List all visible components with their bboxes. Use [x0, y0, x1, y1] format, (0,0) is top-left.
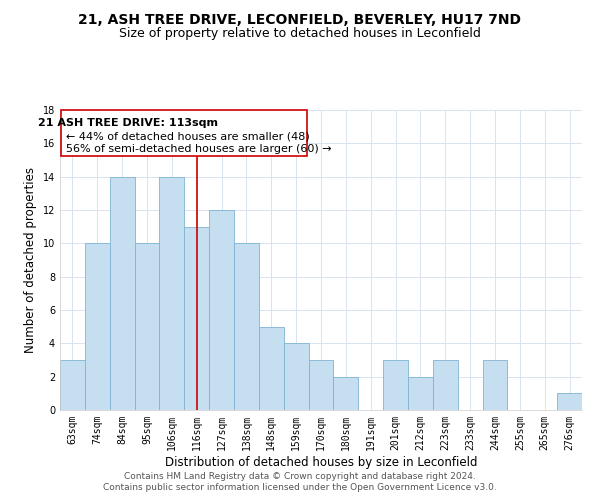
X-axis label: Distribution of detached houses by size in Leconfield: Distribution of detached houses by size … — [165, 456, 477, 468]
Bar — [160, 176, 184, 410]
Bar — [408, 376, 433, 410]
Bar — [334, 376, 358, 410]
Y-axis label: Number of detached properties: Number of detached properties — [24, 167, 37, 353]
Bar — [209, 210, 234, 410]
Bar — [184, 226, 209, 410]
Bar — [284, 344, 308, 410]
Text: 21 ASH TREE DRIVE: 113sqm: 21 ASH TREE DRIVE: 113sqm — [38, 118, 218, 128]
Bar — [482, 360, 508, 410]
Bar — [433, 360, 458, 410]
Bar — [110, 176, 134, 410]
Text: ← 44% of detached houses are smaller (48): ← 44% of detached houses are smaller (48… — [66, 132, 310, 141]
Bar — [134, 244, 160, 410]
Text: 56% of semi-detached houses are larger (60) →: 56% of semi-detached houses are larger (… — [66, 144, 332, 154]
Bar — [259, 326, 284, 410]
Text: Size of property relative to detached houses in Leconfield: Size of property relative to detached ho… — [119, 28, 481, 40]
Text: 21, ASH TREE DRIVE, LECONFIELD, BEVERLEY, HU17 7ND: 21, ASH TREE DRIVE, LECONFIELD, BEVERLEY… — [79, 12, 521, 26]
Bar — [308, 360, 334, 410]
Bar — [383, 360, 408, 410]
Bar — [60, 360, 85, 410]
Text: Contains HM Land Registry data © Crown copyright and database right 2024.
Contai: Contains HM Land Registry data © Crown c… — [103, 472, 497, 492]
Bar — [61, 110, 307, 156]
Bar — [85, 244, 110, 410]
Bar — [557, 394, 582, 410]
Bar — [234, 244, 259, 410]
